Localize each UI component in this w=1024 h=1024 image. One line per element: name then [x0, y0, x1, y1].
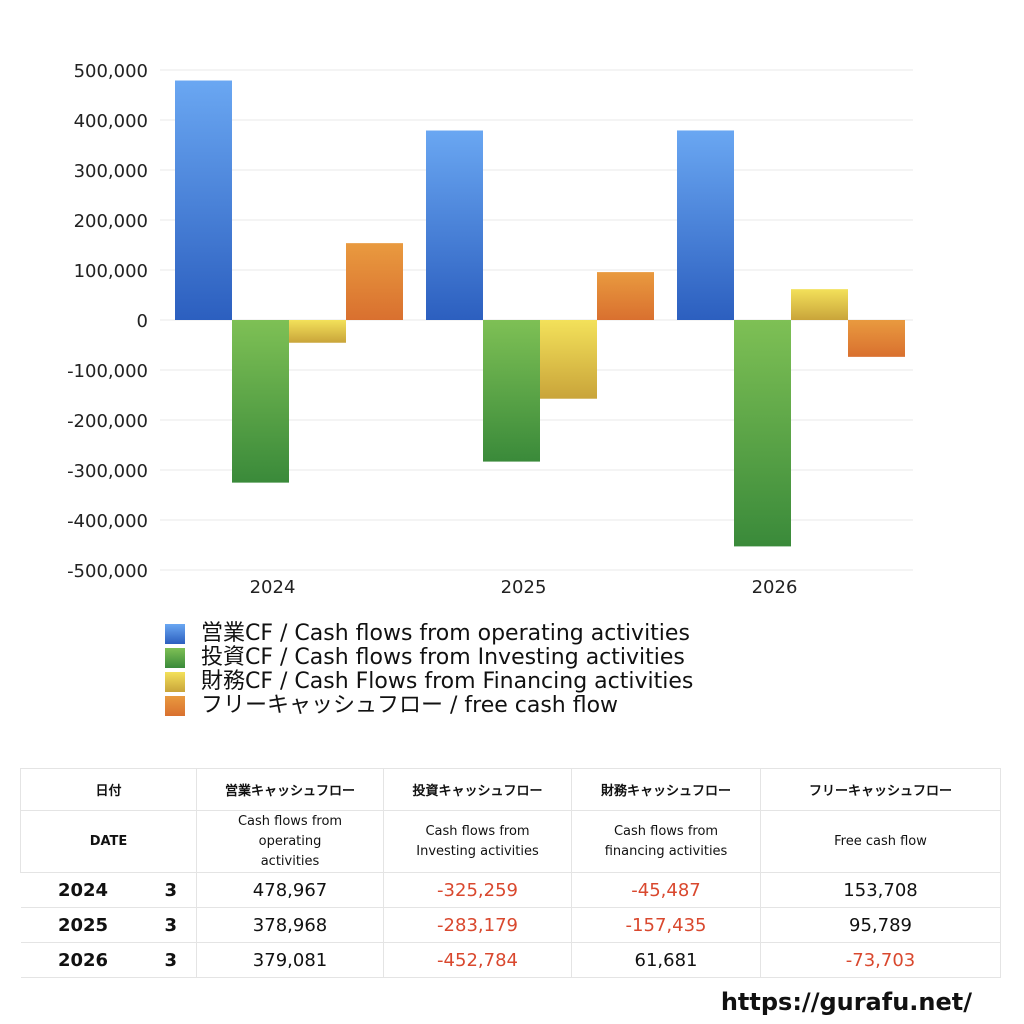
x-tick-label: 2025 — [501, 577, 547, 598]
legend-label-investing: 投資CF / Cash flows from Investing activit… — [201, 645, 685, 670]
bar-2024-series-1 — [232, 320, 289, 483]
bar-2024-series-3 — [346, 243, 403, 320]
header-free-cash-flow-jp: フリーキャッシュフロー — [760, 768, 1002, 811]
legend-item-investing: 投資CF / Cash flows from Investing activit… — [165, 646, 693, 670]
bar-2025-series-2 — [540, 320, 597, 399]
y-tick-label: 100,000 — [74, 261, 148, 282]
cash-flow-table: 日付 営業キャッシュフロー 投資キャッシュフロー 財務キャッシュフロー フリーキ… — [19, 768, 1002, 978]
cell-year: 2025 — [20, 907, 146, 943]
cell-financing: -45,487 — [571, 872, 762, 908]
cell-financing: -157,435 — [571, 907, 762, 943]
site-url: https://gurafu.net/ — [720, 988, 972, 1016]
cell-month: 3 — [145, 942, 198, 978]
table-header-jp: 日付 営業キャッシュフロー 投資キャッシュフロー 財務キャッシュフロー フリーキ… — [19, 768, 1002, 811]
cell-month: 3 — [145, 907, 198, 943]
header-date-jp: 日付 — [19, 768, 198, 811]
cell-investing: -452,784 — [383, 942, 573, 978]
cell-free-cash-flow: -73,703 — [760, 942, 1002, 978]
bar-2025-series-1 — [483, 320, 540, 462]
table-row: 2024 3 478,967 -325,259 -45,487 153,708 — [20, 872, 1002, 908]
bar-2026-series-3 — [848, 320, 905, 357]
cell-operating: 379,081 — [196, 942, 385, 978]
cell-year: 2026 — [20, 942, 146, 978]
y-tick-label: 300,000 — [74, 161, 148, 182]
legend-item-free-cash-flow: フリーキャッシュフロー / free cash flow — [165, 694, 693, 718]
header-free-cash-flow-en: Free cash flow — [760, 810, 1002, 873]
cell-month: 3 — [145, 872, 198, 908]
y-tick-label: -100,000 — [67, 361, 148, 382]
cell-free-cash-flow: 153,708 — [760, 872, 1002, 908]
cell-year: 2024 — [20, 872, 146, 908]
cell-investing: -283,179 — [383, 907, 573, 943]
legend-item-operating: 営業CF / Cash flows from operating activit… — [165, 622, 693, 646]
header-financing-jp: 財務キャッシュフロー — [571, 768, 762, 811]
y-tick-label: -300,000 — [67, 461, 148, 482]
table-header-en: DATE Cash flows from operating activitie… — [19, 810, 1002, 873]
y-tick-label: 500,000 — [74, 61, 148, 82]
table-row: 2025 3 378,968 -283,179 -157,435 95,789 — [20, 907, 1002, 943]
bar-2026-series-0 — [677, 130, 734, 320]
cell-operating: 478,967 — [196, 872, 385, 908]
x-tick-label: 2026 — [752, 577, 798, 598]
x-tick-label: 2024 — [250, 577, 296, 598]
legend-swatch-operating — [165, 624, 185, 644]
legend-label-free-cash-flow: フリーキャッシュフロー / free cash flow — [201, 693, 619, 718]
header-investing-jp: 投資キャッシュフロー — [383, 768, 573, 811]
y-tick-label: -400,000 — [67, 511, 148, 532]
legend-swatch-financing — [165, 672, 185, 692]
cell-investing: -325,259 — [383, 872, 573, 908]
y-tick-label: -500,000 — [67, 561, 148, 582]
bar-2025-series-0 — [426, 130, 483, 320]
header-financing-en: Cash flows from financing activities — [571, 810, 762, 873]
legend-swatch-investing — [165, 648, 185, 668]
legend-label-financing: 財務CF / Cash Flows from Financing activit… — [201, 669, 694, 694]
bar-2025-series-3 — [597, 272, 654, 320]
y-tick-label: 200,000 — [74, 211, 148, 232]
chart-legend: 営業CF / Cash flows from operating activit… — [165, 622, 693, 718]
cell-financing: 61,681 — [571, 942, 762, 978]
y-tick-label: 400,000 — [74, 111, 148, 132]
legend-item-financing: 財務CF / Cash Flows from Financing activit… — [165, 670, 693, 694]
cell-free-cash-flow: 95,789 — [760, 907, 1002, 943]
header-date-en: DATE — [19, 810, 198, 873]
bar-2026-series-1 — [734, 320, 791, 547]
y-tick-label: -200,000 — [67, 411, 148, 432]
bar-2024-series-0 — [175, 80, 232, 320]
header-operating-en: Cash flows from operating activities — [196, 810, 385, 873]
bar-chart: 500,000 400,000 300,000 200,000 100,000 0 -100… — [67, 61, 913, 598]
bar-2026-series-2 — [791, 289, 848, 320]
legend-label-operating: 営業CF / Cash flows from operating activit… — [201, 621, 690, 646]
legend-swatch-free-cash-flow — [165, 696, 185, 716]
cell-operating: 378,968 — [196, 907, 385, 943]
bar-2024-series-2 — [289, 320, 346, 343]
header-investing-en: Cash flows from Investing activities — [383, 810, 573, 873]
table-row: 2026 3 379,081 -452,784 61,681 -73,703 — [20, 942, 1002, 978]
y-tick-label: 0 — [137, 311, 148, 332]
header-operating-jp: 営業キャッシュフロー — [196, 768, 385, 811]
